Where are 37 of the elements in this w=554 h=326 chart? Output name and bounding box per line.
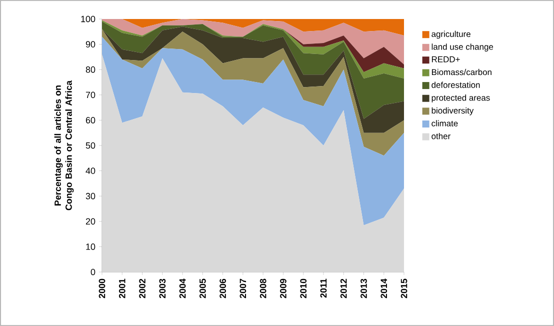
x-tick-label: 2009	[280, 278, 286, 298]
x-tick-label: 2003	[159, 278, 166, 298]
x-tick-label: 2011	[320, 278, 327, 298]
y-tick-label: 100	[81, 16, 96, 22]
y-tick-label: 50	[86, 142, 96, 149]
legend-label: REDD+	[432, 56, 460, 62]
x-tick-label: 2010	[300, 278, 307, 298]
y-tick-label: 20	[86, 218, 96, 225]
y-tick-label: 90	[86, 41, 96, 48]
y-tick-label: 0	[90, 268, 96, 276]
y-tick-label: 60	[86, 117, 96, 124]
x-tick-label: 2001	[118, 278, 126, 298]
x-tick-label: 2004	[179, 278, 186, 298]
y-tick-label: 40	[86, 168, 96, 174]
legend-label: protected areas	[432, 94, 490, 102]
legend-label: climate	[432, 120, 458, 126]
y-axis-title: Percentage of all articles on Congo Basin or Central Africa	[54, 80, 74, 210]
x-tick-label: 2008	[260, 278, 266, 298]
x-tick-label: 2014	[380, 278, 388, 298]
x-tick-label: 2012	[340, 278, 347, 298]
legend-label: deforestation	[432, 82, 480, 88]
legend-label: biodiversity	[432, 107, 474, 116]
x-tick-label: 2015	[400, 278, 408, 298]
y-tick-label: 30	[86, 192, 96, 200]
legend-label: agriculture	[432, 30, 470, 39]
x-tick-label: 2007	[240, 278, 246, 298]
legend-label: Biomass/carbon	[432, 68, 492, 76]
x-tick-label: 2006	[220, 278, 226, 298]
x-tick-label: 2002	[139, 278, 146, 298]
x-tick-label: 2005	[199, 278, 206, 298]
x-tick-label: 2013	[360, 278, 367, 298]
y-tick-label: 80	[86, 66, 96, 73]
x-tick-label: 2000	[98, 278, 106, 298]
legend-label: other	[432, 132, 450, 140]
y-tick-label: 70	[86, 92, 96, 98]
legend-label: land use change	[432, 44, 494, 52]
y-tick-label: 10	[86, 244, 96, 250]
